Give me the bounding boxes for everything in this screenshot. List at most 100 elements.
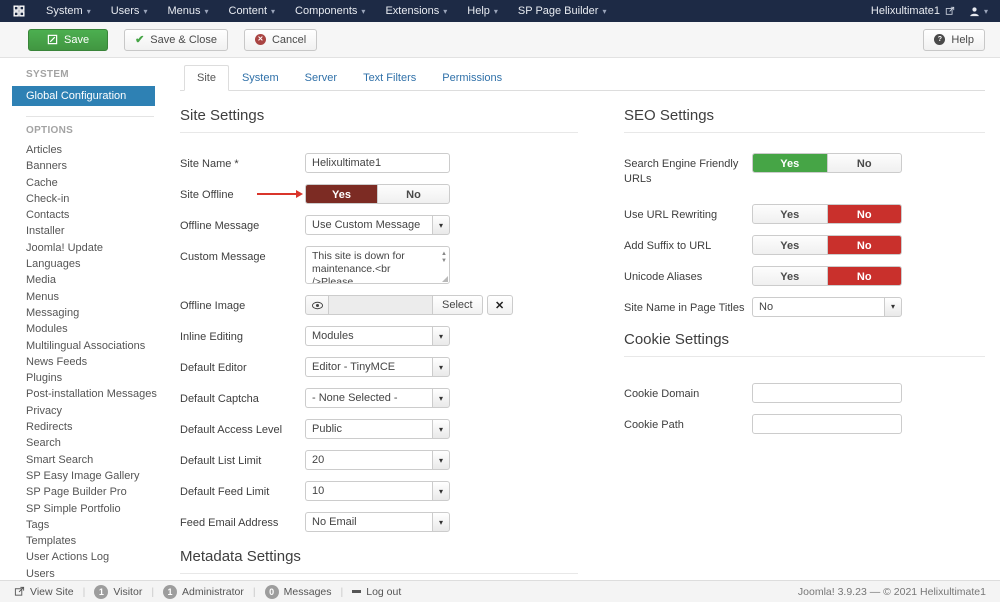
sidebar-item-users[interactable]: Users bbox=[0, 566, 168, 580]
inline-editing-select[interactable]: Modules ▾ bbox=[305, 326, 450, 346]
sidebar-item-messaging[interactable]: Messaging bbox=[0, 305, 168, 321]
site-name-input[interactable] bbox=[305, 153, 450, 173]
logout-icon bbox=[352, 590, 361, 593]
site-offline-no-button[interactable]: No bbox=[377, 185, 449, 203]
sidebar-item-news-feeds[interactable]: News Feeds bbox=[0, 354, 168, 370]
menu-sp-page-builder[interactable]: SP Page Builder▾ bbox=[508, 0, 617, 22]
default-editor-select[interactable]: Editor - TinyMCE ▾ bbox=[305, 357, 450, 377]
sidebar-item-sp-easy-image-gallery[interactable]: SP Easy Image Gallery bbox=[0, 468, 168, 484]
sidebar-item-user-actions-log[interactable]: User Actions Log bbox=[0, 549, 168, 565]
tab-text-filters[interactable]: Text Filters bbox=[350, 65, 429, 91]
sidebar-item-smart-search[interactable]: Smart Search bbox=[0, 452, 168, 468]
offline-image-label: Offline Image bbox=[180, 295, 305, 314]
sidebar-item-installer[interactable]: Installer bbox=[0, 223, 168, 239]
unicode-aliases-label: Unicode Aliases bbox=[624, 266, 752, 285]
resize-grip-icon[interactable] bbox=[442, 276, 448, 282]
administrator-status[interactable]: 1 Administrator bbox=[163, 585, 244, 599]
sidebar-item-cache[interactable]: Cache bbox=[0, 175, 168, 191]
default-list-limit-select[interactable]: 20 ▾ bbox=[305, 450, 450, 470]
feed-email-select[interactable]: No Email ▾ bbox=[305, 512, 450, 532]
site-offline-yes-button[interactable]: Yes bbox=[306, 185, 377, 203]
user-account-menu[interactable]: ▾ bbox=[969, 6, 988, 17]
default-editor-row: Default Editor Editor - TinyMCE ▾ bbox=[180, 357, 578, 377]
sef-urls-no-button[interactable]: No bbox=[827, 154, 902, 172]
offline-image-input[interactable] bbox=[329, 295, 433, 315]
site-name-titles-value: No bbox=[752, 297, 884, 317]
sidebar-item-tags[interactable]: Tags bbox=[0, 517, 168, 533]
sidebar-item-sp-simple-portfolio[interactable]: SP Simple Portfolio bbox=[0, 501, 168, 517]
add-suffix-label: Add Suffix to URL bbox=[624, 235, 752, 254]
menu-extensions-label: Extensions bbox=[385, 5, 439, 17]
preview-site-link[interactable]: Helixultimate1 bbox=[871, 5, 955, 17]
clear-image-button[interactable]: ✕ bbox=[487, 295, 513, 315]
visitor-count-badge: 1 bbox=[94, 585, 108, 599]
site-name-titles-select[interactable]: No ▾ bbox=[752, 297, 902, 317]
tab-system[interactable]: System bbox=[229, 65, 292, 91]
administrator-count-badge: 1 bbox=[163, 585, 177, 599]
tab-server[interactable]: Server bbox=[292, 65, 350, 91]
sidebar-item-contacts[interactable]: Contacts bbox=[0, 207, 168, 223]
sidebar-item-global-configuration[interactable]: Global Configuration bbox=[12, 86, 155, 106]
sidebar-item-search[interactable]: Search bbox=[0, 435, 168, 451]
sidebar-item-redirects[interactable]: Redirects bbox=[0, 419, 168, 435]
visitor-label: Visitor bbox=[113, 586, 142, 598]
scroll-down-icon: ▼ bbox=[441, 258, 447, 265]
menu-menus[interactable]: Menus▾ bbox=[157, 0, 218, 22]
seo-settings-title: SEO Settings bbox=[624, 107, 985, 124]
menu-content[interactable]: Content▾ bbox=[219, 0, 286, 22]
url-rewriting-no-button[interactable]: No bbox=[827, 205, 902, 223]
sidebar-item-privacy[interactable]: Privacy bbox=[0, 403, 168, 419]
sidebar-item-articles[interactable]: Articles bbox=[0, 142, 168, 158]
section-divider bbox=[180, 573, 578, 574]
cookie-domain-input[interactable] bbox=[752, 383, 902, 403]
sidebar-item-media[interactable]: Media bbox=[0, 272, 168, 288]
sidebar-item-banners[interactable]: Banners bbox=[0, 158, 168, 174]
messages-status[interactable]: 0 Messages bbox=[265, 585, 332, 599]
custom-message-text: This site is down for maintenance.<br />… bbox=[312, 250, 405, 284]
unicode-aliases-yes-button[interactable]: Yes bbox=[753, 267, 827, 285]
feed-email-row: Feed Email Address No Email ▾ bbox=[180, 512, 578, 532]
menu-help[interactable]: Help▾ bbox=[457, 0, 508, 22]
preview-button[interactable] bbox=[305, 295, 329, 315]
sidebar-item-check-in[interactable]: Check-in bbox=[0, 191, 168, 207]
sidebar-item-sp-page-builder-pro[interactable]: SP Page Builder Pro bbox=[0, 484, 168, 500]
sidebar-item-post-installation-messages[interactable]: Post-installation Messages bbox=[0, 386, 168, 402]
view-site-link[interactable]: View Site bbox=[14, 586, 74, 598]
tab-site[interactable]: Site bbox=[184, 65, 229, 91]
cancel-button[interactable]: ✕ Cancel bbox=[244, 29, 317, 51]
menu-system-label: System bbox=[46, 5, 83, 17]
save-close-button[interactable]: ✔ Save & Close bbox=[124, 29, 228, 51]
save-button[interactable]: Save bbox=[28, 29, 108, 51]
add-suffix-no-button[interactable]: No bbox=[827, 236, 902, 254]
menu-system[interactable]: System▾ bbox=[36, 0, 101, 22]
save-button-label: Save bbox=[64, 34, 89, 46]
visitor-status[interactable]: 1 Visitor bbox=[94, 585, 142, 599]
offline-message-select[interactable]: Use Custom Message ▾ bbox=[305, 215, 450, 235]
sidebar-item-multilingual-associations[interactable]: Multilingual Associations bbox=[0, 338, 168, 354]
sidebar-item-templates[interactable]: Templates bbox=[0, 533, 168, 549]
default-feed-limit-select[interactable]: 10 ▾ bbox=[305, 481, 450, 501]
scrollbar[interactable]: ▲▼ bbox=[441, 251, 447, 265]
sef-urls-yes-button[interactable]: Yes bbox=[753, 154, 827, 172]
menu-extensions[interactable]: Extensions▾ bbox=[375, 0, 457, 22]
default-access-select[interactable]: Public ▾ bbox=[305, 419, 450, 439]
menu-components[interactable]: Components▾ bbox=[285, 0, 375, 22]
url-rewriting-yes-button[interactable]: Yes bbox=[753, 205, 827, 223]
sidebar-item-modules[interactable]: Modules bbox=[0, 321, 168, 337]
custom-message-textarea[interactable]: This site is down for maintenance.<br />… bbox=[305, 246, 450, 284]
sidebar-item-languages[interactable]: Languages bbox=[0, 256, 168, 272]
save-close-button-label: Save & Close bbox=[150, 34, 217, 46]
default-list-limit-row: Default List Limit 20 ▾ bbox=[180, 450, 578, 470]
default-captcha-select[interactable]: - None Selected - ▾ bbox=[305, 388, 450, 408]
cookie-path-input[interactable] bbox=[752, 414, 902, 434]
menu-users[interactable]: Users▾ bbox=[101, 0, 158, 22]
unicode-aliases-no-button[interactable]: No bbox=[827, 267, 902, 285]
add-suffix-yes-button[interactable]: Yes bbox=[753, 236, 827, 254]
logout-link[interactable]: Log out bbox=[352, 586, 401, 598]
sidebar-item-menus[interactable]: Menus bbox=[0, 289, 168, 305]
tab-permissions[interactable]: Permissions bbox=[429, 65, 515, 91]
help-button[interactable]: ? Help bbox=[923, 29, 985, 51]
sidebar-item-plugins[interactable]: Plugins bbox=[0, 370, 168, 386]
sidebar-item-joomla-update[interactable]: Joomla! Update bbox=[0, 240, 168, 256]
select-image-button[interactable]: Select bbox=[433, 295, 483, 315]
